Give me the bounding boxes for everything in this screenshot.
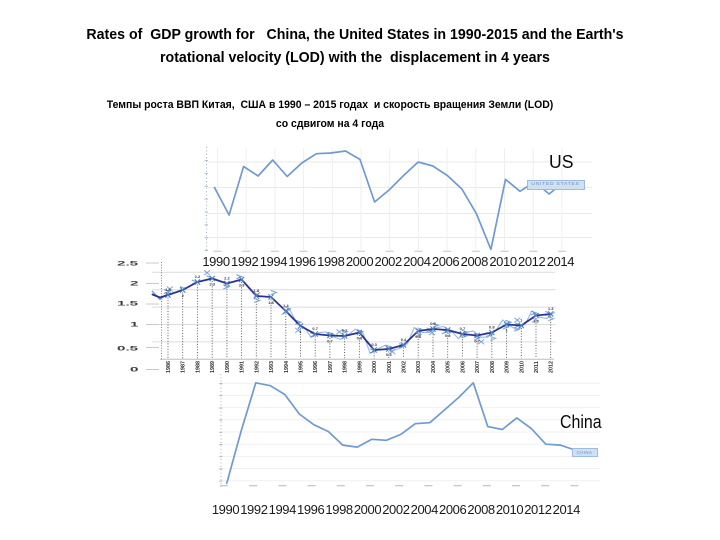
svg-text:0.4: 0.4 [401, 337, 407, 342]
svg-text:1.8: 1.8 [165, 287, 171, 292]
svg-text:2006: 2006 [460, 361, 466, 373]
svg-text:1.3: 1.3 [533, 319, 539, 324]
svg-text:2.3: 2.3 [239, 283, 245, 288]
svg-text:0.7: 0.7 [327, 339, 333, 344]
svg-text:2002: 2002 [402, 361, 408, 373]
svg-text:0.8: 0.8 [415, 334, 421, 339]
svg-text:1998: 1998 [343, 361, 349, 373]
svg-text:1990: 1990 [225, 361, 231, 373]
svg-text:2.2: 2.2 [224, 275, 230, 280]
svg-text:1986: 1986 [166, 361, 172, 373]
svg-text:1: 1 [299, 329, 302, 334]
svg-text:2.3: 2.3 [209, 282, 215, 287]
svg-text:1.3: 1.3 [548, 306, 554, 311]
svg-text:2008: 2008 [490, 361, 496, 373]
svg-text:1991: 1991 [240, 361, 246, 373]
svg-text:1: 1 [505, 328, 508, 333]
svg-text:2010: 2010 [519, 361, 525, 373]
svg-text:1.8: 1.8 [268, 300, 274, 305]
svg-text:1994: 1994 [284, 361, 290, 373]
svg-text:0.9: 0.9 [430, 321, 436, 326]
svg-text:2011: 2011 [534, 361, 540, 373]
svg-text:2007: 2007 [475, 361, 481, 373]
svg-text:2009: 2009 [505, 361, 511, 373]
svg-text:0.7: 0.7 [474, 339, 480, 344]
svg-text:1992: 1992 [254, 361, 260, 373]
svg-text:0.7: 0.7 [460, 326, 466, 331]
svg-text:2003: 2003 [416, 361, 422, 373]
svg-text:1996: 1996 [313, 361, 319, 373]
svg-text:1987: 1987 [181, 361, 187, 373]
svg-text:1997: 1997 [328, 361, 334, 373]
svg-text:1989: 1989 [210, 361, 216, 373]
svg-text:1999: 1999 [357, 361, 363, 373]
svg-text:2005: 2005 [446, 361, 452, 373]
svg-text:1995: 1995 [299, 361, 305, 373]
svg-text:2.2: 2.2 [195, 274, 201, 279]
svg-text:1.4: 1.4 [283, 303, 289, 308]
svg-text:2004: 2004 [431, 361, 437, 373]
svg-text:1: 1 [520, 317, 523, 322]
svg-text:2000: 2000 [372, 361, 378, 373]
svg-text:0.8: 0.8 [357, 336, 363, 341]
svg-text:0.7: 0.7 [342, 328, 348, 333]
svg-text:1.8: 1.8 [254, 288, 260, 293]
svg-text:0.7: 0.7 [312, 326, 318, 331]
svg-text:1988: 1988 [195, 361, 201, 373]
svg-text:1993: 1993 [269, 361, 275, 373]
svg-text:2: 2 [182, 293, 185, 298]
svg-text:0.3: 0.3 [386, 352, 392, 357]
svg-text:2001: 2001 [387, 361, 393, 373]
svg-text:0.8: 0.8 [489, 324, 495, 329]
svg-text:0.3: 0.3 [371, 342, 377, 347]
svg-text:0.8: 0.8 [445, 333, 451, 338]
svg-text:2012: 2012 [549, 361, 555, 373]
